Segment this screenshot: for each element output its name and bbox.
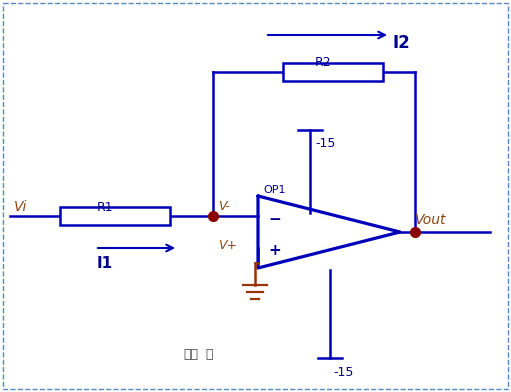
Bar [60,207,170,225]
Text: Vout: Vout [415,213,447,227]
Text: R1: R1 [97,200,113,214]
Text: I2: I2 [393,34,411,52]
Text: V-: V- [218,200,230,212]
Text: OP1: OP1 [263,185,286,195]
Text: -15: -15 [315,136,335,149]
Text: I1: I1 [97,256,113,270]
Text: 一: 一 [205,348,213,361]
Text: V+: V+ [218,238,237,252]
Text: R2: R2 [315,56,332,69]
Text: +: + [268,243,281,258]
Text: Vi: Vi [14,200,28,214]
Text: −: − [268,212,281,227]
Text: -15: -15 [333,365,354,379]
Text: 圖一: 圖一 [183,348,198,361]
Bar [283,63,383,81]
